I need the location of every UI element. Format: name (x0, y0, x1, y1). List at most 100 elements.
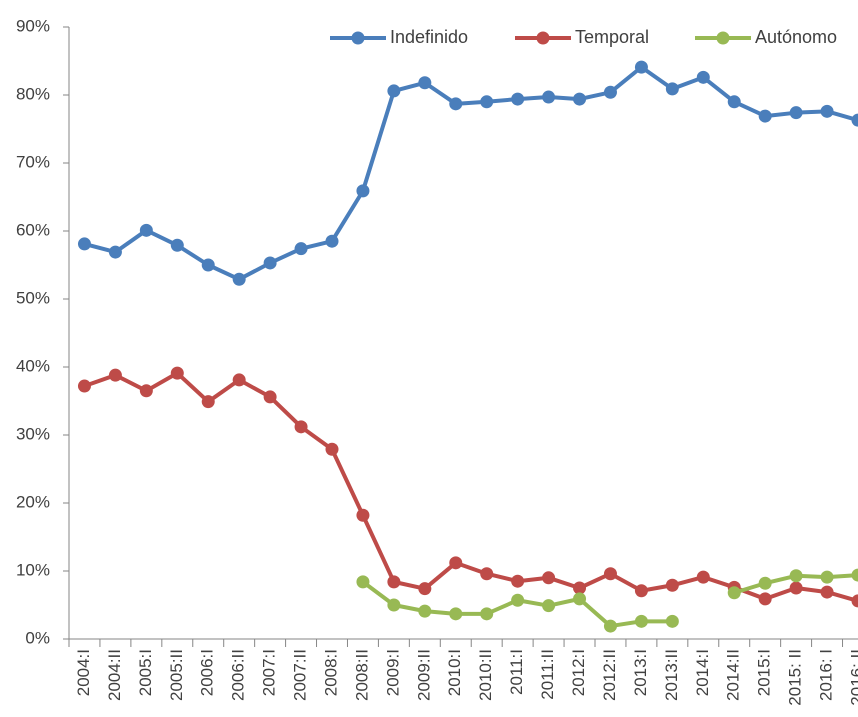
point (820, 585, 834, 599)
legend-marker (351, 31, 365, 45)
y-tick-label: 60% (16, 220, 50, 239)
x-tick-label: 2015:I (755, 649, 774, 696)
point (634, 614, 648, 628)
point (170, 238, 184, 252)
point (263, 390, 277, 404)
point (603, 619, 617, 633)
point (789, 581, 803, 595)
point (356, 184, 370, 198)
point (665, 578, 679, 592)
point (727, 586, 741, 600)
point (665, 614, 679, 628)
point (851, 113, 858, 127)
point (77, 237, 91, 251)
point (449, 607, 463, 621)
series-line (83, 371, 858, 603)
x-tick-label: 2013:I (631, 649, 650, 696)
x-tick-label: 2014:II (724, 649, 743, 701)
point (573, 592, 587, 606)
point (232, 373, 246, 387)
x-tick-label: 2015: II (786, 649, 805, 706)
x-tick-label: 2009:I (383, 649, 402, 696)
x-tick-label: 2014:I (693, 649, 712, 696)
x-tick-label: 2012:I (569, 649, 588, 696)
x-tick-label: 2007:I (260, 649, 279, 696)
point (634, 584, 648, 598)
point (77, 379, 91, 393)
point (820, 104, 834, 118)
point (139, 384, 153, 398)
point (387, 84, 401, 98)
x-tick-label: 2006:II (229, 649, 248, 701)
y-tick-label: 30% (16, 424, 50, 443)
point (449, 97, 463, 111)
x-tick-label: 2010:II (476, 649, 495, 701)
y-tick-label: 50% (16, 288, 50, 307)
point (325, 442, 339, 456)
x-tick-label: 2008:II (352, 649, 371, 701)
point (603, 567, 617, 581)
point (820, 570, 834, 584)
x-tick-label: 2011:I (507, 649, 526, 695)
point (387, 575, 401, 589)
x-tick-label: 2008:I (321, 649, 340, 696)
point (542, 599, 556, 613)
point (325, 234, 339, 248)
x-tick-label: 2004:I (74, 649, 93, 696)
point (201, 258, 215, 272)
x-tick-label: 2011:II (538, 649, 557, 700)
x-tick-label: 2016: II (847, 649, 858, 706)
x-tick-label: 2006:I (198, 649, 217, 696)
x-tick-label: 2013:II (662, 649, 681, 701)
point (449, 556, 463, 570)
series-line (361, 573, 858, 629)
point (480, 95, 494, 109)
point (387, 598, 401, 612)
point (356, 575, 370, 589)
point (851, 568, 858, 582)
point (418, 604, 432, 618)
point (480, 607, 494, 621)
point (232, 272, 246, 286)
point (758, 109, 772, 123)
point (418, 76, 432, 90)
x-tick-label: 2009:II (414, 649, 433, 701)
point (170, 366, 184, 380)
x-tick-label: 2005:I (136, 649, 155, 696)
point (758, 592, 772, 606)
point (201, 395, 215, 409)
point (294, 420, 308, 434)
y-tick-label: 40% (16, 356, 50, 375)
x-tick-label: 2010:I (445, 649, 464, 696)
point (758, 576, 772, 590)
point (789, 569, 803, 583)
point (696, 70, 710, 84)
point (356, 508, 370, 522)
y-tick-label: 0% (25, 628, 50, 647)
point (851, 594, 858, 608)
x-tick-label: 2016: I (817, 649, 836, 701)
legend-label: Indefinido (390, 27, 468, 47)
point (139, 223, 153, 237)
point (727, 95, 741, 109)
y-tick-label: 10% (16, 560, 50, 579)
point (573, 92, 587, 106)
point (294, 242, 308, 256)
point (542, 571, 556, 585)
x-tick-label: 2005:II (167, 649, 186, 701)
point (480, 567, 494, 581)
x-tick-label: 2004:II (105, 649, 124, 701)
legend-label: Autónomo (755, 27, 837, 47)
y-tick-label: 20% (16, 492, 50, 511)
legend-marker (536, 31, 550, 45)
point (108, 245, 122, 259)
point (665, 82, 679, 96)
legend-marker (716, 31, 730, 45)
point (108, 368, 122, 382)
y-tick-label: 90% (16, 16, 50, 35)
point (263, 256, 277, 270)
series-line (83, 65, 858, 282)
point (418, 582, 432, 596)
point (511, 593, 525, 607)
